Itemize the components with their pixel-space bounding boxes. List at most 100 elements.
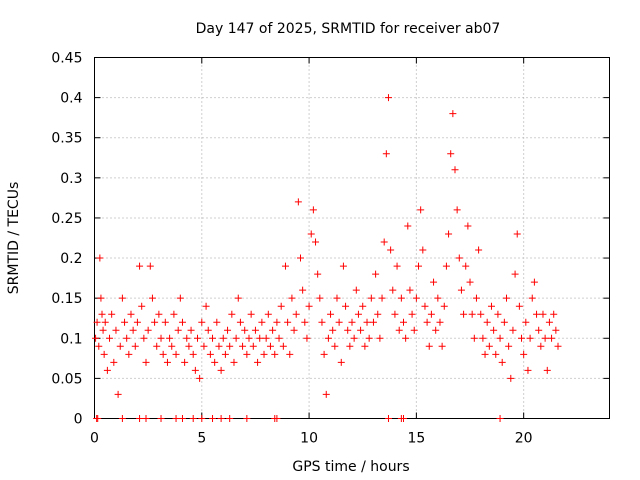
data-point xyxy=(178,415,186,422)
data-point xyxy=(509,326,517,334)
data-point xyxy=(243,350,251,358)
data-point xyxy=(211,358,219,366)
data-point xyxy=(277,302,285,310)
data-point xyxy=(275,334,283,342)
data-point xyxy=(146,262,154,270)
data-point xyxy=(548,334,556,342)
data-point xyxy=(219,334,227,342)
data-point xyxy=(236,318,244,326)
data-point xyxy=(350,334,358,342)
data-point xyxy=(185,342,193,350)
data-point xyxy=(251,326,259,334)
data-point xyxy=(346,342,354,350)
data-point xyxy=(374,310,382,318)
data-point xyxy=(462,262,470,270)
data-point xyxy=(163,358,171,366)
data-point xyxy=(352,286,360,294)
data-point xyxy=(464,222,472,230)
data-point xyxy=(262,334,270,342)
data-point xyxy=(129,326,137,334)
data-point xyxy=(472,294,480,302)
data-point xyxy=(389,286,397,294)
data-point xyxy=(142,415,150,422)
data-point xyxy=(305,302,313,310)
data-point xyxy=(284,318,292,326)
data-point xyxy=(273,318,281,326)
data-point xyxy=(254,358,262,366)
data-point xyxy=(455,254,463,262)
data-point xyxy=(309,206,317,214)
data-point xyxy=(335,318,343,326)
data-point xyxy=(170,310,178,318)
data-point xyxy=(440,302,448,310)
data-point xyxy=(189,415,197,422)
data-point xyxy=(365,334,373,342)
data-point xyxy=(125,350,133,358)
data-point xyxy=(348,318,356,326)
data-point xyxy=(432,326,440,334)
data-point xyxy=(511,270,519,278)
y-tick-label: 0.3 xyxy=(60,171,82,187)
data-point xyxy=(331,342,339,350)
data-point xyxy=(503,294,510,302)
data-point xyxy=(367,294,375,302)
data-point xyxy=(95,342,103,350)
data-point xyxy=(198,415,206,422)
data-point xyxy=(387,246,395,254)
data-point xyxy=(466,278,474,286)
data-point xyxy=(425,342,433,350)
data-point xyxy=(344,326,352,334)
data-point xyxy=(174,326,182,334)
data-point xyxy=(397,294,405,302)
data-point xyxy=(286,350,294,358)
chart-title: Day 147 of 2025, SRMTID for receiver ab0… xyxy=(196,21,501,37)
data-point xyxy=(172,415,180,422)
data-point xyxy=(224,326,232,334)
data-point xyxy=(269,326,277,334)
data-point xyxy=(215,342,223,350)
data-point xyxy=(314,270,322,278)
data-point xyxy=(324,334,332,342)
data-point xyxy=(281,262,289,270)
data-point xyxy=(445,230,453,238)
data-point xyxy=(159,350,167,358)
data-point xyxy=(264,310,272,318)
x-tick-label: 0 xyxy=(90,431,99,447)
data-point xyxy=(415,262,423,270)
data-point xyxy=(339,262,347,270)
data-point xyxy=(421,302,429,310)
data-point xyxy=(423,318,431,326)
data-point xyxy=(187,326,195,334)
data-point xyxy=(131,342,139,350)
data-point xyxy=(496,334,504,342)
x-axis-label: GPS time / hours xyxy=(292,459,409,475)
data-point xyxy=(490,326,498,334)
data-point xyxy=(384,94,392,102)
data-point xyxy=(400,318,407,326)
data-point xyxy=(376,334,384,342)
data-point xyxy=(234,294,242,302)
data-point xyxy=(271,350,279,358)
data-point xyxy=(226,415,234,422)
data-point xyxy=(442,262,450,270)
y-axis-label: SRMTID / TECUs xyxy=(6,182,22,295)
data-point xyxy=(133,318,141,326)
data-point xyxy=(318,318,326,326)
data-point xyxy=(157,334,165,342)
data-point xyxy=(172,350,180,358)
data-point xyxy=(485,342,493,350)
data-point xyxy=(279,342,287,350)
data-point xyxy=(329,326,337,334)
data-point xyxy=(294,198,302,206)
data-point xyxy=(378,294,386,302)
x-tick-label: 20 xyxy=(515,431,533,447)
plot-frame xyxy=(94,57,610,419)
data-point xyxy=(528,294,536,302)
data-point xyxy=(380,238,388,246)
data-point xyxy=(153,342,161,350)
data-point xyxy=(447,150,455,158)
data-point xyxy=(260,350,268,358)
data-point xyxy=(249,342,257,350)
data-point xyxy=(101,318,109,326)
data-point xyxy=(116,342,124,350)
